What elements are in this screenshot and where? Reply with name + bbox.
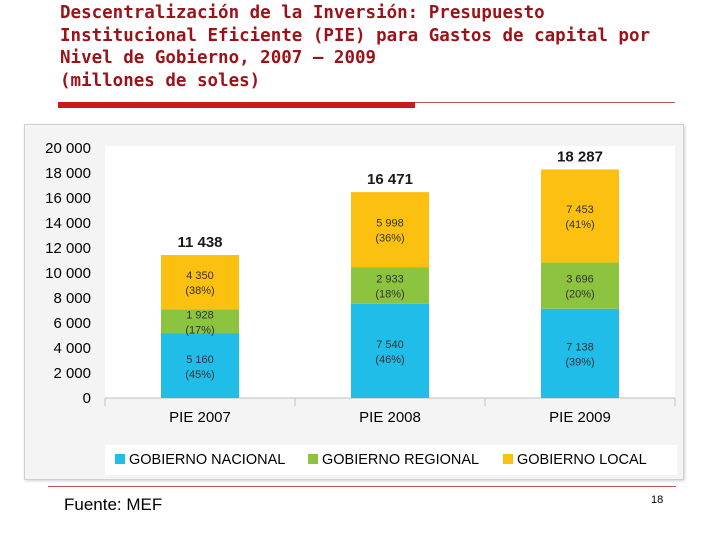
value-label-2-3: 3 696 — [566, 274, 594, 286]
y-tick-label-8: 16 000 — [45, 190, 91, 207]
legend-label-3: GOBIERNO LOCAL — [517, 452, 647, 468]
bar-2-1 — [161, 309, 239, 334]
page-number: 18 — [651, 494, 664, 506]
bar-2-2 — [351, 267, 429, 304]
bar-1-2 — [351, 303, 429, 398]
value-label-3-1: 4 350 — [186, 270, 214, 282]
share-label-2-2: (18%) — [375, 288, 404, 300]
bar-3-1 — [161, 255, 239, 310]
legend-box — [105, 445, 677, 475]
value-label-2-1: 1 928 — [186, 309, 214, 321]
x-tick-label-1: PIE 2007 — [169, 409, 231, 426]
y-tick-label-0: 0 — [83, 390, 91, 407]
y-tick-label-10: 20 000 — [45, 140, 91, 157]
total-label-3: 18 287 — [557, 148, 603, 165]
x-tick-label-3: PIE 2009 — [549, 409, 611, 426]
value-label-3-2: 5 998 — [376, 218, 404, 230]
title-line-1: Descentralización de la Inversión: Presu… — [60, 3, 545, 23]
y-tick-label-1: 2 000 — [53, 365, 91, 382]
bar-3-2 — [351, 192, 429, 268]
chart-frame: 0 2 000 4 000 6 000 8 000 10 000 12 000 14 000 1… — [24, 124, 684, 480]
title-underline-bar — [58, 102, 415, 108]
share-label-1-2: (46%) — [375, 354, 404, 366]
bar-1-3 — [541, 308, 619, 398]
y-tick-label-6: 12 000 — [45, 240, 91, 257]
value-label-3-3: 7 453 — [566, 204, 594, 216]
total-label-1: 11 438 — [177, 234, 222, 251]
y-tick-label-9: 18 000 — [45, 165, 91, 182]
y-tick-label-3: 6 000 — [53, 315, 91, 332]
total-label-2: 16 471 — [367, 171, 413, 188]
share-label-3-2: (36%) — [375, 233, 404, 245]
legend-swatch-3 — [503, 454, 513, 464]
share-label-1-3: (39%) — [565, 356, 594, 368]
stacked-bar-chart: 0 2 000 4 000 6 000 8 000 10 000 12 000 14 000 1… — [45, 140, 677, 475]
legend-swatch-2 — [308, 454, 318, 464]
x-tick-label-2: PIE 2008 — [359, 409, 421, 426]
slide-title: Descentralización de la Inversión: Presu… — [60, 2, 700, 92]
title-line-3: Nivel de Gobierno, 2007 – 2009 — [60, 48, 377, 68]
bar-3-3 — [541, 169, 619, 263]
share-label-2-3: (20%) — [565, 289, 594, 301]
value-label-1-1: 5 160 — [186, 354, 214, 366]
bar-2-3 — [541, 262, 619, 309]
y-tick-label-4: 8 000 — [53, 290, 91, 307]
share-label-3-1: (38%) — [185, 285, 214, 297]
y-tick-label-7: 14 000 — [45, 215, 91, 232]
legend-swatch-1 — [115, 454, 125, 464]
value-label-1-3: 7 138 — [566, 341, 594, 353]
value-label-1-2: 7 540 — [376, 339, 404, 351]
y-tick-label-5: 10 000 — [45, 265, 91, 282]
y-tick-label-2: 4 000 — [53, 340, 91, 357]
title-line-2: Institucional Eficiente (PIE) para Gasto… — [60, 25, 651, 46]
legend-label-1: GOBIERNO NACIONAL — [129, 452, 285, 468]
legend-label-2: GOBIERNO REGIONAL — [322, 452, 479, 468]
title-line-4: (millones de soles) — [60, 70, 261, 91]
value-label-2-2: 2 933 — [376, 273, 404, 285]
title-underline-rule — [415, 102, 675, 103]
share-label-2-1: (17%) — [185, 324, 214, 336]
footer-rule — [48, 486, 676, 487]
source-note: Fuente: MEF — [64, 495, 163, 514]
share-label-3-3: (41%) — [565, 219, 594, 231]
share-label-1-1: (45%) — [185, 369, 214, 381]
bar-1-1 — [161, 333, 239, 398]
